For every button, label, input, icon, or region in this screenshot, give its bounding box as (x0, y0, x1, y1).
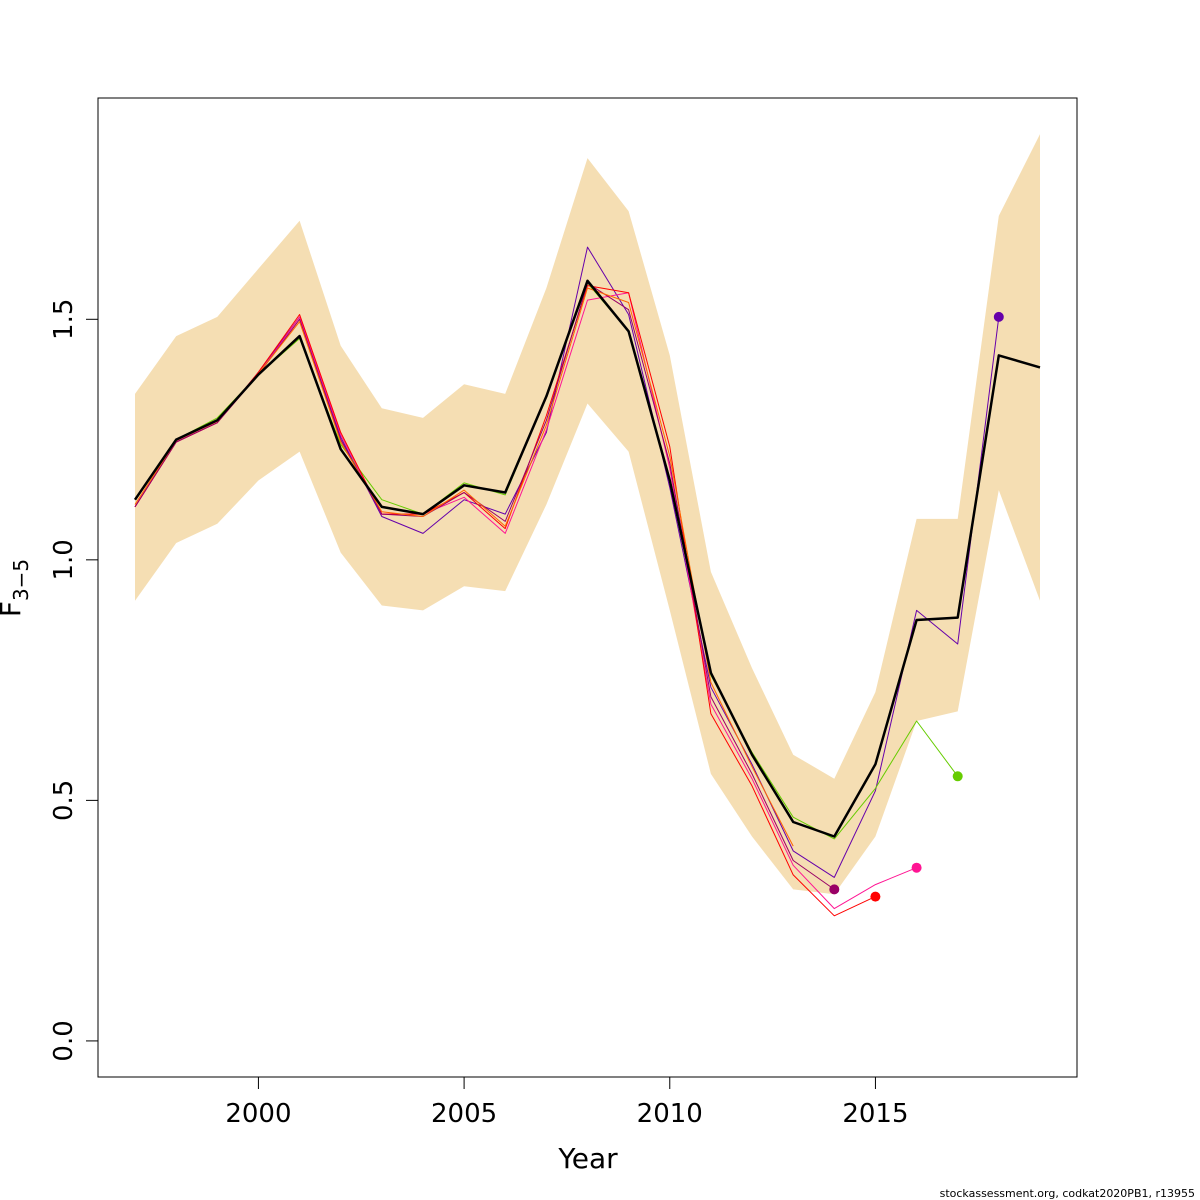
x-axis-title: Year (557, 1142, 618, 1175)
y-tick-label: 1.0 (49, 539, 79, 580)
y-tick-label: 0.0 (49, 1020, 79, 1061)
y-axis-title-main: F (0, 601, 27, 617)
x-tick-label: 2005 (431, 1099, 497, 1129)
series-end-point-4 (870, 891, 881, 902)
credit-text: stockassessment.org, codkat2020PB1, r139… (940, 1187, 1195, 1200)
y-tick-label: 1.5 (49, 299, 79, 340)
series-line-0 (133, 279, 1041, 838)
y-tick-label: 0.5 (49, 780, 79, 821)
x-tick-label: 2015 (842, 1099, 908, 1129)
y-axis-title-subscript: 3−5 (9, 559, 33, 601)
x-tick-label: 2000 (225, 1099, 291, 1129)
series-end-point-1 (993, 311, 1004, 322)
y-axis-title: F3−5 (0, 559, 33, 617)
series-end-point-2 (952, 771, 963, 782)
series-line-4 (134, 285, 876, 917)
series-end-point-5 (829, 884, 840, 895)
series-end-point-3 (911, 862, 922, 873)
x-tick-label: 2010 (637, 1099, 703, 1129)
